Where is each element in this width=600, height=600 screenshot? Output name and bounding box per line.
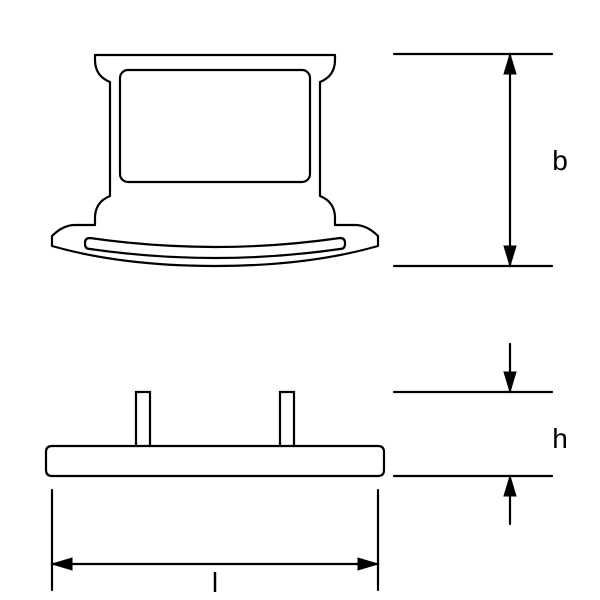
curved-slot [85,238,345,258]
base-plate [46,446,384,476]
dimension-l: l [52,490,378,598]
dimension-h-label: h [552,423,568,454]
dimension-l-label: l [212,567,218,598]
top-outline [52,55,378,266]
top-view [52,55,378,266]
dimension-h: h [394,344,568,524]
post-left [136,392,150,446]
post-right [280,392,294,446]
dimension-b-label: b [552,145,568,176]
inner-rectangle [120,70,310,182]
bottom-view [46,392,384,476]
technical-drawing: b h l [0,0,600,600]
dimension-b: b [394,54,568,266]
